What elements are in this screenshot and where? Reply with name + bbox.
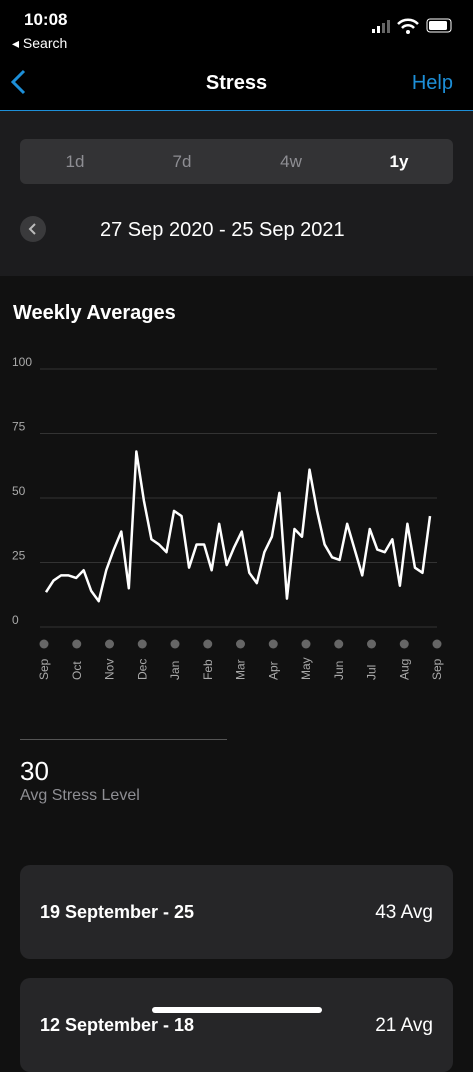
x-dot [203,639,213,649]
x-tick-label: Apr [266,661,280,680]
x-tick-label: May [299,657,313,680]
x-dot [105,639,114,649]
x-dot [432,639,442,649]
x-dot [39,639,49,649]
x-tick-label: Jul [365,665,379,680]
nav-title: Stress [205,72,268,94]
tab[interactable]: 4w [280,152,302,171]
tab[interactable]: 7d [172,152,192,171]
prev-button[interactable] [20,216,48,244]
back-app-label[interactable]: Search [22,35,68,51]
x-tick-label: Aug [397,659,411,680]
divider [20,739,227,740]
back-button[interactable] [8,68,30,98]
y-tick-label: 50 [12,484,26,498]
x-tick-label: Sep [37,658,51,680]
tab[interactable]: 1y [389,152,409,171]
range-panel [0,111,473,276]
x-dot [367,639,376,649]
x-dot [399,639,409,649]
x-tick-label: Oct [70,661,84,680]
x-dot [170,639,180,649]
y-tick-label: 100 [12,355,32,369]
chart-title: Weekly Averages [13,302,176,324]
x-tick-label: Mar [234,659,248,680]
home-indicator [152,1007,322,1013]
tab[interactable]: 1d [65,152,85,171]
chart: 0 25 50 75 100 Sep Oct Nov Dec Jan Feb Mar Apr May Jun… [12,355,444,680]
item-range: 12 September - 18 [40,1015,195,1035]
y-tick-label: 75 [12,420,26,434]
x-dot [137,639,147,649]
item-avg: 43 Avg [375,902,433,923]
back-app[interactable]: ◂ Search [12,35,68,51]
header [0,0,473,110]
x-tick-label: Nov [103,659,117,680]
x-dot [72,639,82,649]
x-dot [334,639,344,649]
x-tick-label: Jan [168,661,182,680]
list-item[interactable] [20,865,453,959]
time: 10:08 [24,10,68,29]
date-range: 27 Sep 2020 - 25 Sep 2021 [100,219,345,241]
x-tick-label: Dec [135,659,149,680]
x-tick-label: Sep [430,658,444,680]
x-tick-label: Jun [332,661,346,680]
x-tick-label: Feb [201,659,215,680]
y-tick-label: 25 [12,549,26,563]
header-divider [0,110,473,111]
x-dot [268,639,278,649]
item-range: 19 September - 25 [40,902,195,922]
stress-line [44,450,432,603]
segmented-control [20,139,453,184]
y-tick-label: 0 [12,613,19,627]
avg-value: 30 [20,756,49,786]
avg-label: Avg Stress Level [20,787,140,804]
item-avg: 21 Avg [375,1015,433,1036]
help-button[interactable]: Help [411,72,453,94]
x-dot [236,639,245,649]
x-dot [301,639,311,649]
status-icons [372,18,452,34]
